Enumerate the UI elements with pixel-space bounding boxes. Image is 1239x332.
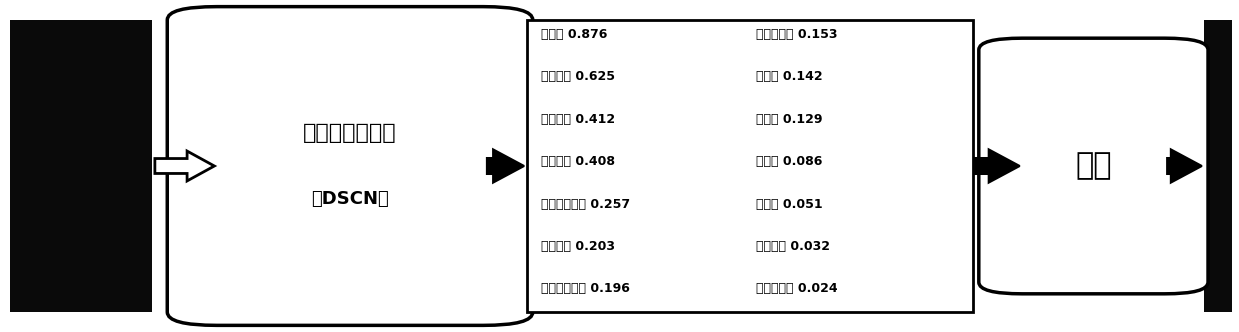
Bar	[527, 20, 973, 312]
Bar	[1204, 20, 1232, 312]
Text: 肺气肿： 0.625: 肺气肿： 0.625	[541, 70, 616, 83]
FancyBboxPatch shape	[979, 38, 1208, 294]
Text: 肺积液： 0.203: 肺积液： 0.203	[541, 240, 616, 253]
FancyBboxPatch shape	[167, 7, 533, 325]
Polygon shape	[487, 149, 524, 183]
Text: 疰气： 0.051: 疰气： 0.051	[756, 198, 823, 211]
Text: 肺扩张： 0.408: 肺扩张： 0.408	[541, 155, 616, 168]
Text: 心脏肿大： 0.153: 心脏肿大： 0.153	[756, 28, 838, 41]
Text: 浮肿： 0.086: 浮肿： 0.086	[756, 155, 823, 168]
Text: 肿块： 0.142: 肿块： 0.142	[756, 70, 823, 83]
Text: 肺炎： 0.876: 肺炎： 0.876	[541, 28, 608, 41]
Text: 肺结核： 0.412: 肺结核： 0.412	[541, 113, 616, 126]
Text: 肺炎: 肺炎	[1075, 151, 1111, 181]
Text: 胸膜增厘： 0.024: 胸膜增厘： 0.024	[756, 283, 838, 295]
Text: 双通道分离网络: 双通道分离网络	[304, 123, 396, 143]
Polygon shape	[975, 149, 1020, 183]
Text: 纤维化： 0.032: 纤维化： 0.032	[756, 240, 830, 253]
Text: 气胸： 0.129: 气胸： 0.129	[756, 113, 823, 126]
Text: 巩固性肺炎： 0.196: 巩固性肺炎： 0.196	[541, 283, 631, 295]
Polygon shape	[155, 151, 214, 181]
Text: 浸润性肺炎： 0.257: 浸润性肺炎： 0.257	[541, 198, 631, 211]
Text: （DSCN）: （DSCN）	[311, 190, 389, 208]
Polygon shape	[1167, 149, 1202, 183]
Bar	[10, 20, 152, 312]
